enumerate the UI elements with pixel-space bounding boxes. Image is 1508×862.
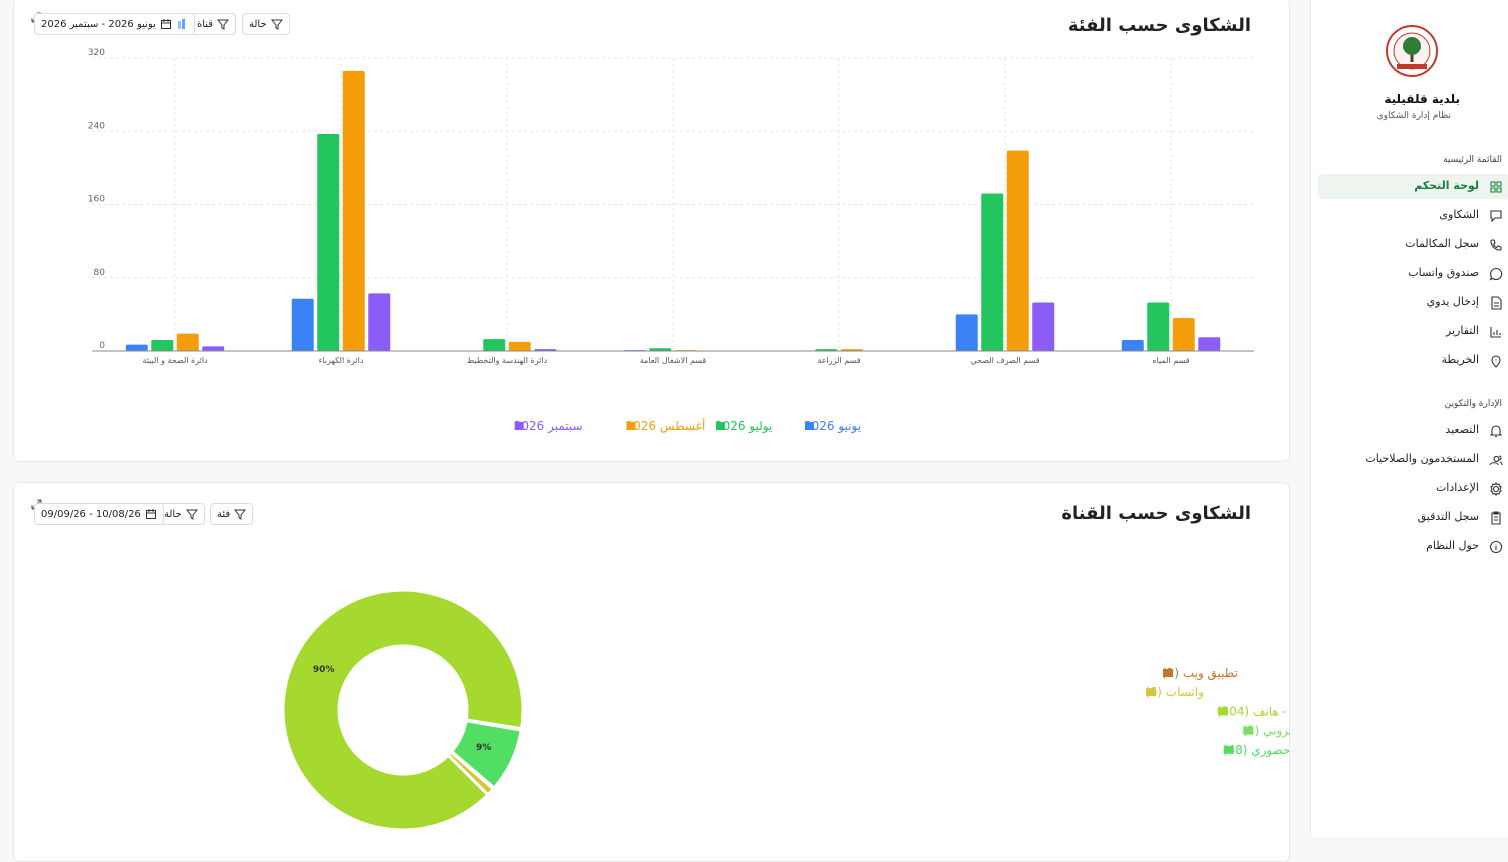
- nav-item[interactable]: الشكاوى: [1318, 203, 1508, 228]
- nav-icon: [1490, 181, 1502, 193]
- nav-label: الشكاوى: [1439, 208, 1479, 221]
- nav-item[interactable]: سجل المكالمات: [1318, 232, 1508, 257]
- nav-icon: [1491, 296, 1502, 310]
- nav-label: لوحة التحكم: [1414, 179, 1479, 192]
- status-filter[interactable]: حالة: [242, 13, 290, 35]
- nav-icon: [1491, 355, 1501, 368]
- nav-icon: [1490, 540, 1503, 554]
- nav-item[interactable]: سجل التدقيق: [1318, 505, 1508, 530]
- card-title: الشكاوى حسب الفئة: [1067, 15, 1251, 36]
- category-filter[interactable]: فئة: [210, 503, 254, 525]
- nav-label: التقارير: [1445, 324, 1479, 337]
- nav-icon: [1490, 327, 1501, 338]
- nav-icon: [1491, 511, 1501, 525]
- nav-label: المستخدمون والصلاحيات: [1365, 452, 1479, 465]
- nav-label: الخريطة: [1441, 353, 1479, 366]
- status-filter[interactable]: حالة: [157, 503, 205, 525]
- nav-icon: [1490, 482, 1502, 496]
- date-filter[interactable]: يونيو 2026 - سبتمبر 2026: [34, 13, 195, 35]
- date-filter[interactable]: 09/09/26 - 10/08/26: [34, 503, 164, 525]
- card-title: الشكاوى حسب القناة: [1061, 503, 1251, 524]
- logo: [1386, 25, 1438, 77]
- nav-label: حول النظام: [1426, 539, 1479, 552]
- channel-filter[interactable]: قناة: [190, 13, 237, 35]
- nav-icon: [1490, 239, 1502, 251]
- btn-label: حالة: [249, 18, 267, 30]
- nav-label: إدخال يدوي: [1426, 295, 1479, 308]
- org-subtitle: نظام إدارة الشكاوى: [1376, 111, 1451, 121]
- btn-label: 09/09/26 - 10/08/26: [41, 508, 141, 520]
- nav-icon: [1489, 455, 1503, 466]
- card-category: الشكاوى حسب الفئة حالة قناة يونيو 2026 -…: [13, 0, 1290, 462]
- btn-label: قناة: [197, 18, 214, 30]
- nav-label: سجل المكالمات: [1405, 237, 1479, 250]
- nav-label: صندوق واتساب: [1408, 266, 1479, 279]
- nav-label: التصعيد: [1445, 423, 1479, 436]
- nav-item[interactable]: التصعيد: [1318, 418, 1508, 443]
- nav-label: سجل التدقيق: [1417, 510, 1479, 523]
- nav-label: الإعدادات: [1435, 481, 1479, 494]
- btn-label: حالة: [164, 508, 182, 520]
- nav-item[interactable]: صندوق واتساب: [1318, 261, 1508, 286]
- org-name: بلدية قلقيلية: [1384, 92, 1460, 106]
- nav-item[interactable]: حول النظام: [1318, 534, 1508, 559]
- section-title: الإدارة والتكوين: [1444, 399, 1502, 409]
- page: الشكاوى حسب الفئة حالة قناة يونيو 2026 -…: [13, 0, 1508, 862]
- card-channel: الشكاوى حسب القناة فئة حالة 09/09/26 - 1…: [13, 482, 1290, 862]
- nav-item[interactable]: الخريطة: [1318, 348, 1508, 373]
- section-title: القائمة الرئيسية: [1443, 155, 1502, 165]
- nav-item[interactable]: لوحة التحكم: [1318, 174, 1508, 199]
- btn-label: يونيو 2026 - سبتمبر 2026: [41, 18, 156, 30]
- nav-icon: [1490, 210, 1502, 223]
- nav-item[interactable]: المستخدمون والصلاحيات: [1318, 447, 1508, 472]
- nav-item[interactable]: الإعدادات: [1318, 476, 1508, 501]
- btn-label: فئة: [217, 508, 231, 520]
- nav-item[interactable]: إدخال يدوي: [1318, 290, 1508, 315]
- nav-icon: [1489, 425, 1503, 438]
- nav-icon: [1489, 267, 1503, 281]
- nav-item[interactable]: التقارير: [1318, 319, 1508, 344]
- sidebar: بلدية قلقيلية نظام إدارة الشكاوى القائمة…: [1310, 0, 1508, 837]
